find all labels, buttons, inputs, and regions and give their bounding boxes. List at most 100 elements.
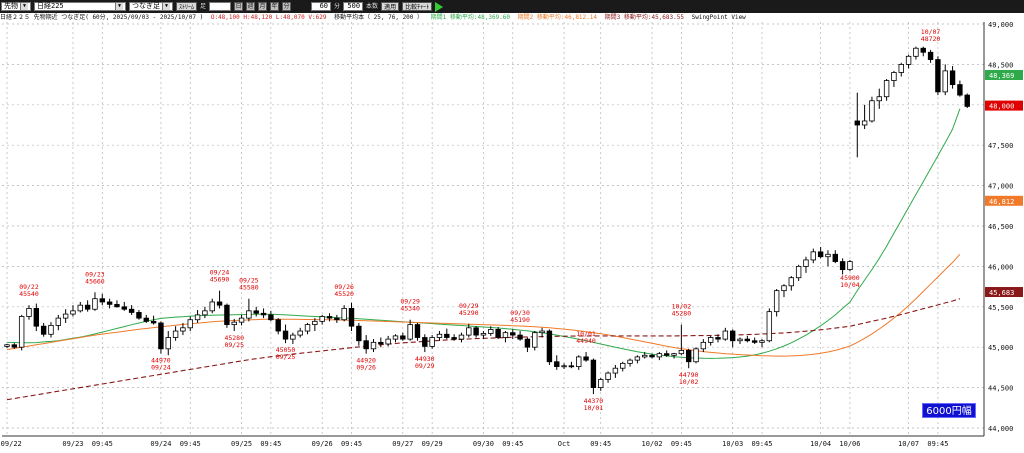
candle xyxy=(216,290,223,309)
daily-icon[interactable]: 日 xyxy=(234,2,244,11)
candle xyxy=(495,327,501,340)
candle xyxy=(114,300,120,308)
candle xyxy=(605,371,611,383)
candle xyxy=(348,302,355,332)
minute-icon[interactable]: 分 xyxy=(282,2,292,11)
candle xyxy=(554,355,560,370)
candle xyxy=(480,331,487,340)
candle xyxy=(883,78,890,101)
candle xyxy=(905,54,912,69)
candle-body xyxy=(121,306,127,310)
candle xyxy=(150,315,157,325)
candle xyxy=(751,337,758,344)
candle xyxy=(106,298,113,309)
candle xyxy=(297,327,303,338)
candle-body xyxy=(524,338,531,348)
candle-body xyxy=(40,325,47,335)
candle xyxy=(715,334,721,343)
candle-body xyxy=(436,333,443,338)
candle xyxy=(458,332,465,343)
candle-body xyxy=(187,319,193,329)
x-tick-label: 10/06 xyxy=(839,440,860,448)
apply-button[interactable]: 適用 xyxy=(381,2,400,11)
swing-label: 45050 xyxy=(276,346,296,354)
candle xyxy=(253,306,259,317)
candle-body xyxy=(803,259,809,267)
candle-body xyxy=(810,251,816,261)
y-tick-label: 47,500 xyxy=(988,142,1013,150)
candle-body xyxy=(568,365,575,368)
y-tick-label: 44,500 xyxy=(988,385,1013,393)
candle xyxy=(326,313,333,322)
x-tick-label: 09/25 xyxy=(231,440,252,448)
candle xyxy=(678,324,685,356)
candle-body xyxy=(414,324,421,338)
candle xyxy=(172,326,179,341)
candle-body xyxy=(891,72,897,81)
yearly-icon[interactable]: 年 xyxy=(270,2,280,11)
candle xyxy=(502,331,509,343)
candle-body xyxy=(817,251,824,258)
candle-body xyxy=(488,329,494,334)
candle-body xyxy=(444,333,450,338)
candle-body xyxy=(407,324,413,340)
x-tick-label: 0 09/22 xyxy=(0,440,22,448)
candle-body xyxy=(920,47,926,53)
candle-body xyxy=(656,353,663,358)
symbol-select[interactable]: 日経225 ▼ xyxy=(34,2,126,11)
compare-chart-button[interactable]: 比較ﾁｬｰﾄ xyxy=(402,2,433,11)
candle xyxy=(935,56,941,96)
candle-body xyxy=(539,330,545,334)
candle-body xyxy=(773,290,780,313)
swing-label: 09/26 xyxy=(334,283,354,291)
candle-body xyxy=(913,47,919,57)
y-tick-label: 45,000 xyxy=(988,344,1013,352)
foot-blank-field[interactable] xyxy=(209,2,232,11)
candle xyxy=(99,293,105,306)
play-icon[interactable] xyxy=(435,1,444,12)
candle-body xyxy=(92,298,98,310)
candle-body xyxy=(370,341,377,350)
layout-button[interactable]: ｽﾄﾘｰﾑ xyxy=(176,2,198,11)
swing-label: 09/25 xyxy=(224,341,244,349)
candle xyxy=(202,306,208,319)
candle-body xyxy=(429,337,435,347)
candle-body xyxy=(949,70,956,85)
x-tick-label: 09:45 xyxy=(260,440,281,448)
candle-body xyxy=(275,319,281,332)
candle xyxy=(180,322,186,336)
candle-body xyxy=(216,301,223,306)
candle xyxy=(546,329,553,365)
instrument-select[interactable]: 先物 ▼ xyxy=(1,2,31,11)
candle xyxy=(407,319,413,341)
candle xyxy=(671,352,677,359)
y-tick-label: 46,000 xyxy=(988,263,1013,271)
swing-label: 09/26 xyxy=(356,364,376,372)
chevron-down-icon: ▼ xyxy=(162,3,170,10)
candle xyxy=(187,316,193,332)
candle-body xyxy=(282,330,289,340)
candle xyxy=(891,70,897,88)
candle-body xyxy=(576,356,582,367)
candle-body xyxy=(634,356,641,361)
count-input[interactable]: 500 xyxy=(343,2,364,11)
swing-label: 45290 xyxy=(459,309,479,317)
y-tick-label: 49,000 xyxy=(988,21,1013,29)
swing-label: 09/25 xyxy=(239,277,259,285)
toolbar: 先物 ▼ 日経225 ▼ つなぎ足 ▼ ｽﾄﾘｰﾑ 足 日 週 月 年 分 60 分 … xyxy=(0,0,1024,13)
swing-label: 45900 xyxy=(840,274,860,282)
monthly-icon[interactable]: 月 xyxy=(258,2,268,11)
ma-line-1 xyxy=(6,108,961,359)
candle xyxy=(517,331,523,341)
candle-body xyxy=(378,341,384,345)
weekly-icon[interactable]: 週 xyxy=(246,2,256,11)
candle xyxy=(532,331,538,351)
x-tick-label: 10/07 xyxy=(898,440,919,448)
candle xyxy=(26,305,32,320)
interval-input[interactable]: 60 xyxy=(311,2,332,11)
contract-select[interactable]: つなぎ足 ▼ xyxy=(129,2,173,11)
range-badge: 6000円幅 xyxy=(922,403,976,418)
swing-label: 10/02 xyxy=(679,378,699,386)
candle-body xyxy=(861,120,868,126)
